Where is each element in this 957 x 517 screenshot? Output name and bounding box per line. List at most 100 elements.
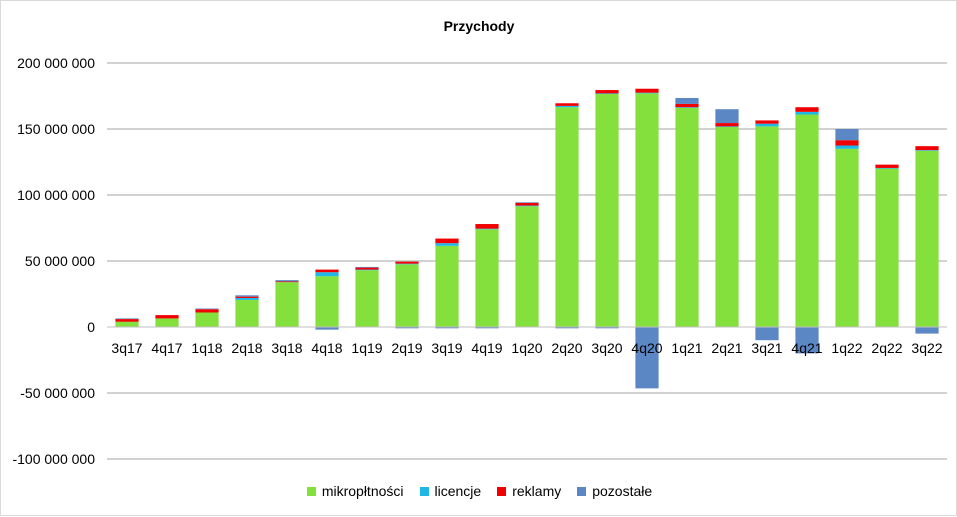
bar-segment	[435, 327, 459, 329]
bar-segment	[195, 308, 219, 310]
bar-segment	[475, 327, 499, 329]
x-tick-label: 4q17	[151, 340, 182, 356]
bar-segment	[355, 269, 379, 271]
bar-segment	[755, 120, 779, 124]
bar-segment	[315, 327, 339, 330]
x-tick-label: 2q20	[551, 340, 582, 356]
bar-segment	[915, 146, 939, 151]
bar-segment	[515, 202, 539, 206]
x-tick-label: 1q22	[831, 340, 862, 356]
bar-segment	[115, 318, 139, 320]
legend-item-licencje: licencje	[419, 483, 481, 499]
bar-segment	[395, 263, 419, 265]
legend-item-mikroplatnosci: mikropłtności	[306, 483, 404, 499]
bar-segment	[355, 266, 379, 268]
bar-segment	[515, 205, 539, 207]
bar-segment	[675, 107, 699, 327]
x-tick-label: 1q21	[671, 340, 702, 356]
legend-swatch-licencje	[419, 486, 429, 496]
bar-segment	[795, 107, 819, 112]
bar-segment	[755, 327, 779, 341]
bar-segment	[595, 327, 619, 329]
x-tick-label: 4q19	[471, 340, 502, 356]
bar-segment	[235, 299, 259, 327]
bar-segment	[315, 269, 339, 273]
bar-segment	[835, 145, 859, 149]
bar-segment	[755, 123, 779, 127]
bar-segment	[755, 126, 779, 327]
x-tick-label: 3q19	[431, 340, 462, 356]
bar-segment	[595, 90, 619, 94]
bar-segment	[515, 202, 539, 203]
bar-segment	[555, 327, 579, 329]
bar-segment	[715, 127, 739, 328]
bar-segment	[355, 270, 379, 327]
bar-segment	[915, 150, 939, 151]
bar-segment	[635, 88, 659, 93]
bar-segment	[675, 103, 699, 108]
bar-segment	[595, 93, 619, 95]
bar-segment	[275, 280, 299, 282]
bar-segment	[875, 168, 899, 327]
gridlines	[107, 62, 947, 460]
legend-label-reklamy: reklamy	[512, 483, 562, 499]
bar-segment	[435, 243, 459, 246]
x-tick-label: 2q21	[711, 340, 742, 356]
bar-segment	[315, 276, 339, 327]
bar-segment	[115, 321, 139, 327]
bar-segment	[875, 167, 899, 169]
bar-segment	[475, 224, 499, 229]
bar-segment	[435, 245, 459, 327]
x-tick-label: 3q21	[751, 340, 782, 356]
bars	[115, 88, 939, 389]
bar-segment	[675, 97, 699, 104]
legend: mikropłtności licencje reklamy pozostałe	[1, 481, 957, 501]
bar-segment	[915, 327, 939, 334]
bar-segment	[395, 327, 419, 329]
x-tick-label: 4q18	[311, 340, 342, 356]
y-tick-label: -50 000 000	[20, 385, 95, 401]
bar-segment	[395, 261, 419, 264]
bar-segment	[235, 297, 259, 300]
bar-segment	[835, 148, 859, 327]
bar-segment	[115, 319, 139, 322]
bar-segment	[795, 111, 819, 115]
bar-segment	[795, 327, 819, 354]
legend-swatch-mikroplatnosci	[306, 486, 316, 496]
bar-segment	[715, 126, 739, 128]
x-tick-label: 1q18	[191, 340, 222, 356]
x-tick-label: 3q22	[911, 340, 942, 356]
bar-segment	[395, 264, 419, 327]
y-tick-label: 50 000 000	[25, 253, 95, 269]
x-tick-label: 1q19	[351, 340, 382, 356]
bar-segment	[555, 105, 579, 108]
bar-segment	[795, 114, 819, 327]
y-tick-label: 150 000 000	[17, 121, 95, 137]
bar-segment	[155, 315, 179, 319]
x-tick-label: 4q20	[631, 340, 662, 356]
x-tick-label: 3q20	[591, 340, 622, 356]
bar-segment	[275, 282, 299, 327]
bar-segment	[435, 238, 459, 244]
bar-segment	[835, 140, 859, 146]
x-tick-label: 2q18	[231, 340, 262, 356]
bar-segment	[155, 318, 179, 327]
bar-segment	[635, 92, 659, 94]
bar-segment	[635, 327, 659, 389]
y-tick-label: 200 000 000	[17, 55, 95, 71]
legend-swatch-pozostale	[577, 486, 587, 496]
bar-segment	[315, 272, 339, 277]
bar-segment	[595, 94, 619, 328]
x-tick-label: 4q21	[791, 340, 822, 356]
chart-title: Przychody	[444, 18, 515, 34]
x-tick-label: 1q20	[511, 340, 542, 356]
y-tick-label: -100 000 000	[12, 451, 95, 467]
bar-segment	[515, 206, 539, 327]
bar-segment	[915, 150, 939, 327]
legend-item-pozostale: pozostałe	[577, 483, 652, 499]
bar-segment	[675, 107, 699, 108]
x-tick-label: 2q19	[391, 340, 422, 356]
bar-segment	[195, 309, 219, 313]
x-tick-label: 3q17	[111, 340, 142, 356]
